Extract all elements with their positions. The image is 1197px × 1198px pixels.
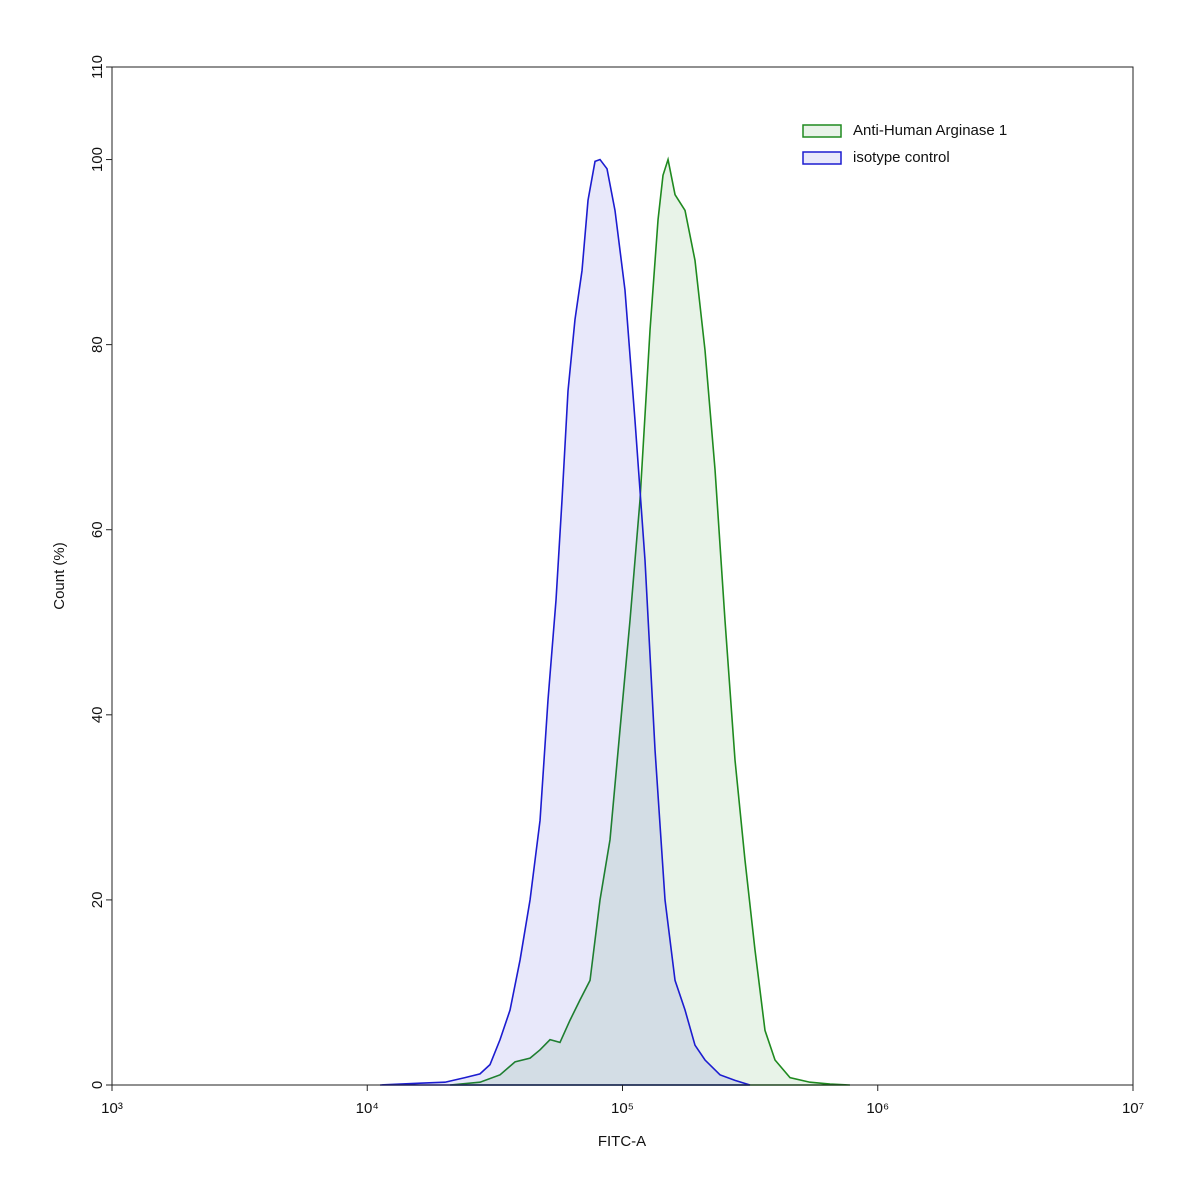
x-tick-label: 10⁴ [356,1100,379,1117]
legend-label: Anti-Human Arginase 1 [853,122,1007,139]
y-axis-label: Count (%) [51,542,68,610]
y-tick-label: 20 [89,892,106,909]
y-tick-label: 0 [89,1081,106,1089]
x-tick-label: 10³ [101,1100,123,1117]
y-tick-label: 60 [89,521,106,538]
x-tick-label: 10⁶ [866,1100,889,1117]
y-tick-label: 100 [89,147,106,172]
x-tick-label: 10⁷ [1122,1100,1144,1117]
legend-label: isotype control [853,149,950,166]
y-tick-label: 80 [89,336,106,353]
legend-swatch [802,151,842,165]
y-tick-label: 40 [89,706,106,723]
legend-swatch [802,124,842,138]
area [379,158,751,1086]
x-tick-label: 10⁵ [611,1100,634,1117]
area [449,156,851,1086]
x-axis-label: FITC-A [598,1133,646,1150]
y-tick-label: 110 [89,55,106,79]
